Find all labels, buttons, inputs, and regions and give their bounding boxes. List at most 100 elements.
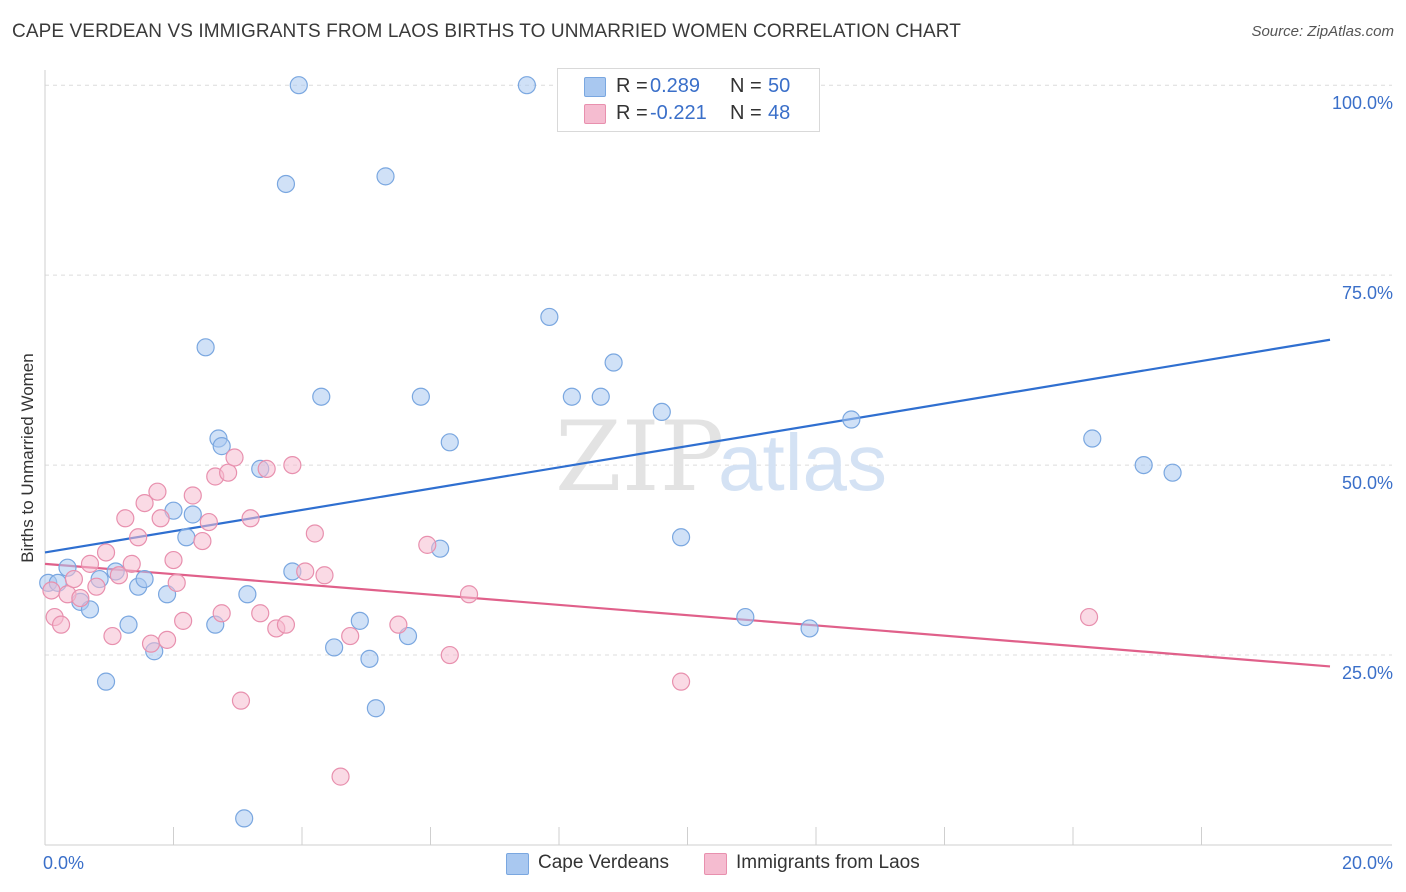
data-point-laos xyxy=(296,562,315,581)
data-point-cape-verdeans xyxy=(411,387,430,406)
data-point-laos xyxy=(103,626,122,646)
legend-label: Immigrants from Laos xyxy=(736,852,920,873)
data-point-cape-verdeans xyxy=(238,585,257,604)
data-point-cape-verdeans xyxy=(183,505,202,524)
data-point-laos xyxy=(199,512,218,532)
n-label: N = xyxy=(730,75,762,97)
n-label: N = xyxy=(730,102,762,124)
data-point-laos xyxy=(251,604,270,623)
data-point-cape-verdeans xyxy=(235,809,254,828)
data-point-laos xyxy=(389,615,408,634)
data-point-laos xyxy=(116,509,135,528)
data-point-laos xyxy=(135,493,154,513)
data-point-laos xyxy=(148,482,167,501)
data-point-laos xyxy=(305,524,324,543)
data-point-cape-verdeans xyxy=(177,528,196,547)
data-point-cape-verdeans xyxy=(96,672,116,691)
axes xyxy=(44,70,1392,846)
data-point-cape-verdeans xyxy=(1134,455,1153,475)
data-point-laos xyxy=(129,528,148,547)
data-point-laos xyxy=(42,581,61,600)
data-point-laos xyxy=(96,543,116,562)
data-point-laos xyxy=(212,604,231,623)
legend-swatch-pink xyxy=(584,104,606,124)
data-point-cape-verdeans xyxy=(212,437,231,456)
x-tick-label: 20.0% xyxy=(1342,853,1393,873)
data-point-laos xyxy=(418,535,437,554)
data-point-cape-verdeans xyxy=(591,387,610,406)
r-label: R = xyxy=(616,102,648,124)
legend-swatch-blue xyxy=(506,853,529,875)
data-point-cape-verdeans xyxy=(671,528,691,547)
y-tick-label: 100.0% xyxy=(1332,93,1393,113)
data-point-laos xyxy=(64,569,84,589)
data-point-laos xyxy=(276,615,296,634)
data-point-cape-verdeans xyxy=(604,353,623,372)
x-tick-label: 0.0% xyxy=(43,853,84,873)
data-point-cape-verdeans xyxy=(360,649,379,668)
data-point-cape-verdeans xyxy=(562,387,581,406)
data-point-cape-verdeans xyxy=(376,167,395,186)
data-point-laos xyxy=(440,645,459,665)
y-tick-label: 50.0% xyxy=(1342,473,1393,493)
data-point-cape-verdeans xyxy=(119,615,138,634)
watermark-atlas: atlas xyxy=(718,418,887,507)
data-point-laos xyxy=(283,455,302,475)
source-credit: Source: ZipAtlas.com xyxy=(1251,23,1394,40)
data-point-laos xyxy=(109,566,128,585)
data-point-cape-verdeans xyxy=(325,638,344,657)
data-point-laos xyxy=(241,509,260,528)
watermark-zip: ZIP xyxy=(555,401,724,513)
data-point-laos xyxy=(51,615,71,634)
data-point-laos xyxy=(257,459,276,478)
data-point-laos xyxy=(80,554,100,573)
legend-swatch-blue xyxy=(584,77,606,97)
data-point-cape-verdeans xyxy=(736,607,755,627)
n-value: 50 xyxy=(768,75,791,97)
data-point-laos xyxy=(341,626,360,646)
data-point-laos xyxy=(87,577,106,596)
data-point-cape-verdeans xyxy=(652,402,671,422)
data-point-laos xyxy=(231,691,251,710)
data-point-laos xyxy=(183,486,202,505)
n-value: 48 xyxy=(768,102,791,124)
data-point-cape-verdeans xyxy=(1163,463,1182,482)
data-point-cape-verdeans xyxy=(517,76,536,95)
data-point-cape-verdeans xyxy=(135,569,154,589)
data-point-laos xyxy=(164,550,183,570)
data-point-cape-verdeans xyxy=(312,387,331,406)
y-tick-label: 25.0% xyxy=(1342,663,1393,683)
data-point-laos xyxy=(225,448,244,467)
data-point-laos xyxy=(174,611,193,630)
legend-swatch-pink xyxy=(704,853,727,875)
data-point-laos xyxy=(157,630,177,649)
data-point-laos xyxy=(151,509,170,528)
chart-title: CAPE VERDEAN VS IMMIGRANTS FROM LAOS BIR… xyxy=(12,21,961,42)
trend-line-laos xyxy=(44,562,1331,668)
data-point-cape-verdeans xyxy=(842,410,861,429)
data-point-cape-verdeans xyxy=(289,76,308,95)
data-point-laos xyxy=(193,531,212,551)
data-point-laos xyxy=(315,566,334,585)
data-point-cape-verdeans xyxy=(440,433,459,452)
data-point-laos xyxy=(331,767,350,786)
data-point-cape-verdeans xyxy=(366,699,385,718)
data-point-laos xyxy=(71,588,90,608)
legend-label: Cape Verdeans xyxy=(538,852,669,873)
data-point-laos xyxy=(671,672,691,691)
y-axis-label: Births to Unmarried Women xyxy=(18,353,37,562)
data-points xyxy=(39,76,1182,828)
data-point-laos xyxy=(459,585,479,604)
data-point-cape-verdeans xyxy=(1083,429,1102,448)
data-point-cape-verdeans xyxy=(276,174,296,194)
data-point-laos xyxy=(167,573,186,592)
y-tick-labels: 100.0% 75.0% 50.0% 25.0% xyxy=(1332,93,1393,683)
data-point-cape-verdeans xyxy=(350,611,369,630)
data-point-laos xyxy=(219,463,238,482)
trend-line-cape-verdeans xyxy=(44,338,1331,554)
data-point-laos xyxy=(1079,607,1099,627)
data-point-cape-verdeans xyxy=(196,338,215,357)
r-value: -0.221 xyxy=(650,102,707,124)
data-point-laos xyxy=(141,634,161,653)
